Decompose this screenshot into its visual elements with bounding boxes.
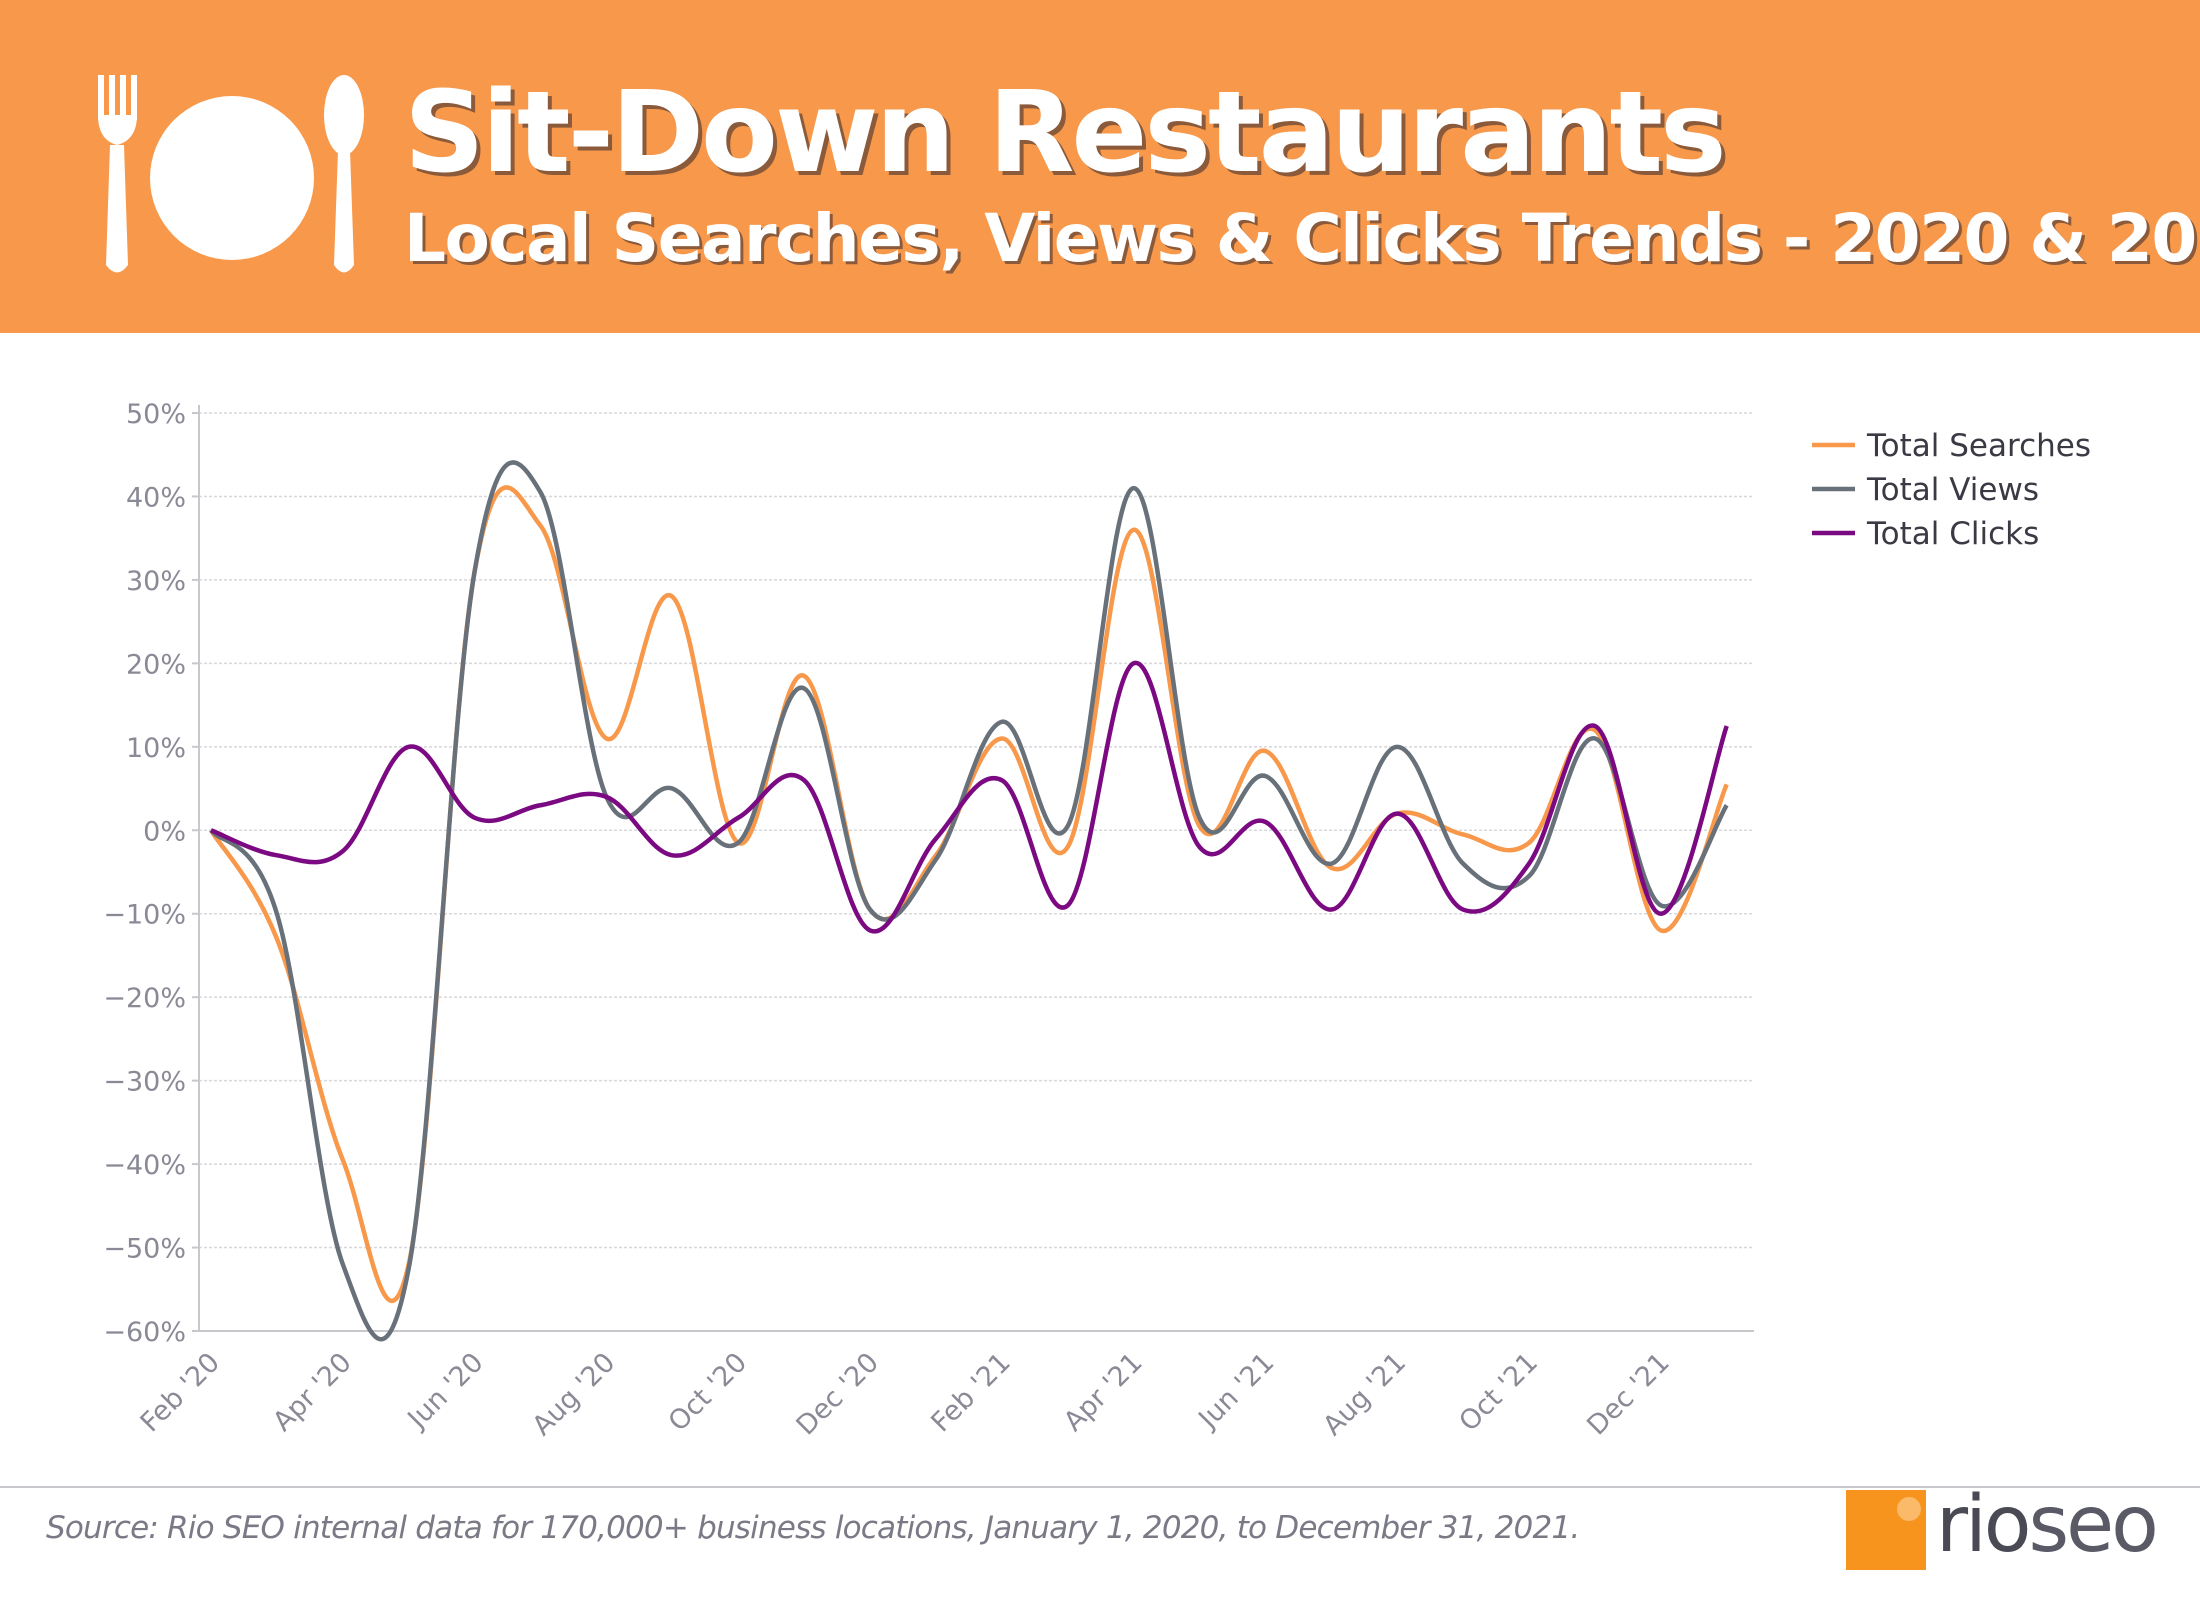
fork-icon (98, 75, 137, 273)
legend: Total Searches Total Views Total Clicks (1812, 428, 2091, 552)
series-lines (209, 460, 1729, 1342)
source-note: Source: Rio SEO internal data for 170,00… (46, 1510, 1580, 1546)
y-tick-label: −20% (103, 983, 186, 1014)
x-tick-label: Apr '21 (1058, 1347, 1149, 1438)
page-title: Sit-Down Restaurants (404, 68, 1727, 198)
legend-label: Total Searches (1866, 428, 2091, 464)
plate-icon (150, 96, 314, 260)
x-tick-label: Apr '20 (267, 1347, 358, 1438)
header-banner: Sit-Down Restaurants Local Searches, Vie… (0, 0, 2200, 333)
x-tick-label: Jun '20 (401, 1347, 490, 1436)
dining-icons (98, 75, 364, 273)
footer-divider (0, 1486, 2200, 1488)
y-tick-label: −60% (103, 1317, 186, 1348)
x-tick-label: Aug '21 (1317, 1347, 1412, 1442)
x-tick-label: Dec '20 (790, 1347, 884, 1441)
y-tick-label: 30% (126, 566, 186, 597)
x-tick-label: Dec '21 (1581, 1347, 1675, 1441)
y-axis-ticks: 50% 40% 30% 20% 10% 0% −10% −20% −30% −40% −50% −60… (103, 399, 186, 1348)
y-tick-label: −30% (103, 1067, 186, 1098)
x-tick-label: Aug '20 (527, 1347, 622, 1442)
x-tick-label: Feb '21 (925, 1347, 1016, 1438)
x-tick-label: Oct '21 (1453, 1347, 1544, 1438)
y-tick-label: 20% (126, 649, 186, 680)
line-chart: 50% 40% 30% 20% 10% 0% −10% −20% −30% −40% −50% −60… (103, 399, 2091, 1442)
page-subtitle: Local Searches, Views & Clicks Trends - … (404, 200, 2200, 277)
legend-label: Total Clicks (1866, 516, 2039, 552)
spoon-icon (324, 75, 364, 273)
grid-lines (192, 412, 1754, 1332)
y-tick-label: −50% (103, 1234, 186, 1265)
y-tick-label: 10% (126, 733, 186, 764)
x-tick-label: Jun '21 (1192, 1347, 1281, 1436)
y-tick-label: −10% (103, 900, 186, 931)
legend-label: Total Views (1866, 472, 2039, 508)
y-tick-label: 40% (126, 482, 186, 513)
series-line-total-clicks (210, 661, 1729, 934)
y-tick-label: 50% (126, 399, 186, 430)
y-tick-label: 0% (143, 816, 186, 847)
series-line-total-views (209, 460, 1729, 1342)
x-tick-label: Oct '20 (663, 1347, 754, 1438)
x-axis-ticks: Feb '20 Apr '20 Jun '20 Aug '20 Oct '20 Dec '… (135, 1347, 1676, 1442)
logo-text: rioseo (1936, 1480, 2159, 1570)
rioseo-logo: rioseo (1846, 1480, 2176, 1570)
series-line-total-searches (209, 485, 1729, 1303)
y-tick-label: −40% (103, 1150, 186, 1181)
x-tick-label: Feb '20 (135, 1347, 226, 1438)
logo-dot (1897, 1497, 1921, 1521)
